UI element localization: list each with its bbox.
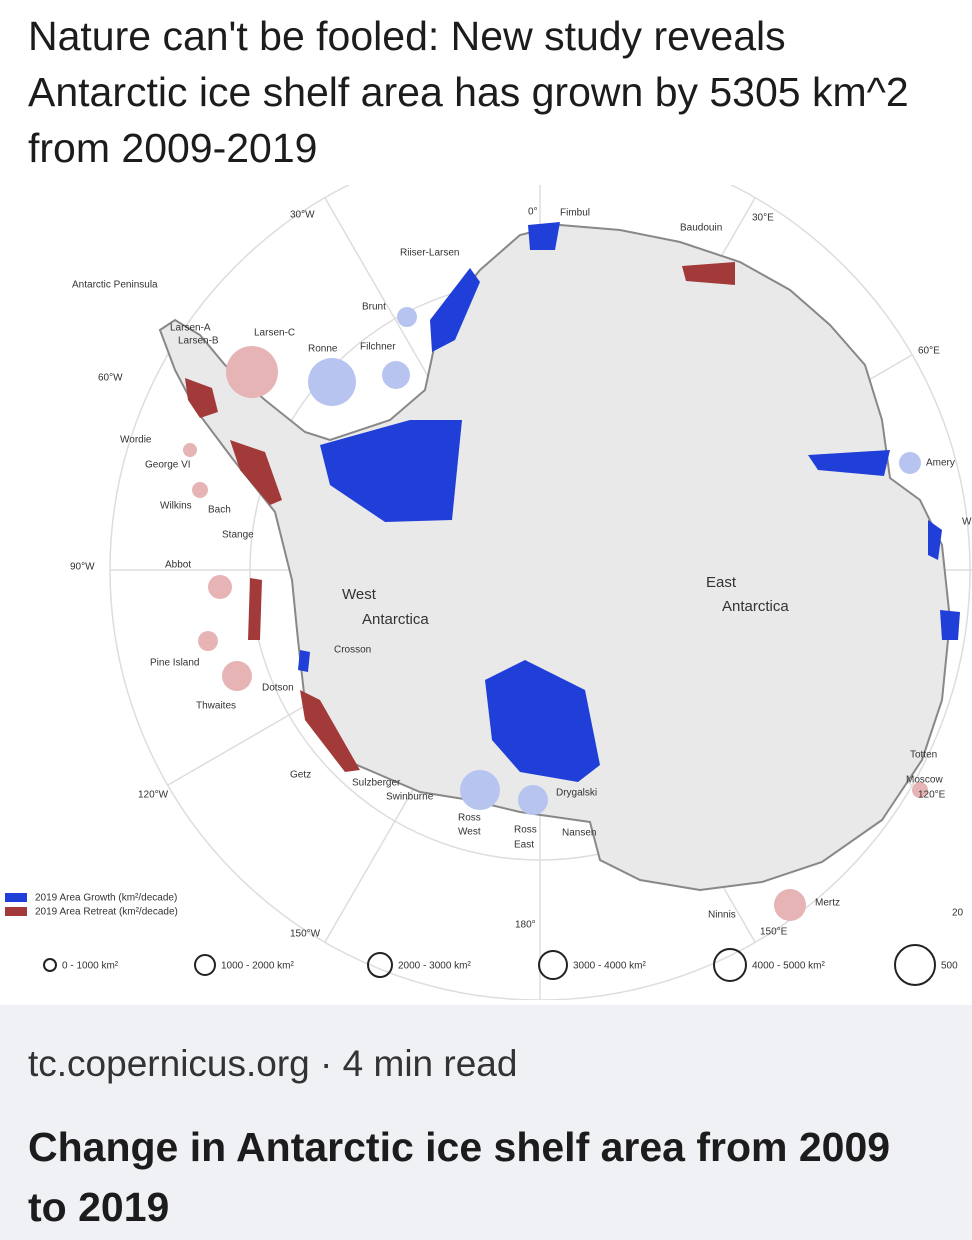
retreat-areas [185, 262, 735, 772]
map-label: Dotson [262, 683, 294, 694]
map-label: Antarctic Peninsula [72, 280, 158, 291]
map-label: 0° [528, 207, 538, 218]
map-label: Antarctica [722, 598, 789, 615]
legend-retreat: 2019 Area Retreat (km²/decade) [35, 907, 178, 918]
size-legend-label: 0 - 1000 km² [62, 961, 119, 972]
map-label: 20 [952, 908, 964, 919]
map-label: Wilkins [160, 501, 192, 512]
size-legend-circle [194, 954, 216, 976]
size-legend-label: 2000 - 3000 km² [398, 961, 471, 972]
map-label: Bach [208, 505, 231, 516]
map-label: George VI [145, 460, 191, 471]
map-label: Thwaites [196, 701, 236, 712]
map-label: 180° [515, 920, 536, 931]
map-label: West [458, 827, 481, 838]
map-label: Stange [222, 530, 254, 541]
size-legend-circle [538, 950, 568, 980]
map-label: Ronne [308, 344, 338, 355]
map-label: East [706, 574, 737, 591]
map-label: 30°E [752, 213, 774, 224]
map-label: Crosson [334, 645, 371, 656]
preview-meta: tc.copernicus.org · 4 min read [28, 1043, 517, 1085]
growth-areas [298, 222, 960, 782]
map-label: Fimbul [560, 208, 590, 219]
size-legend-circle [713, 948, 747, 982]
post-text: Nature can't be fooled: New study reveal… [28, 13, 909, 171]
map-label: 150°E [760, 927, 788, 938]
map-label: Totten [910, 750, 937, 761]
size-legend-circle [894, 944, 936, 986]
legend-growth-swatch [5, 893, 27, 902]
size-bubbles [183, 307, 928, 921]
size-legend-circle [43, 958, 57, 972]
size-legend-label: 500 [941, 961, 958, 972]
map-label: Wordie [120, 435, 152, 446]
preview-title: Change in Antarctic ice shelf area from … [28, 1124, 891, 1230]
size-legend-label: 4000 - 5000 km² [752, 961, 825, 972]
legend-growth: 2019 Area Growth (km²/decade) [35, 893, 177, 904]
map-label: Larsen-A [170, 323, 211, 334]
map-label: Antarctica [362, 611, 429, 628]
map-label: Brunt [362, 302, 386, 313]
map-label: Pine Island [150, 658, 199, 669]
read-time: 4 min read [342, 1043, 518, 1084]
map-label: Larsen-B [178, 336, 219, 347]
size-legend-label: 3000 - 4000 km² [573, 961, 646, 972]
map-label: Filchner [360, 342, 396, 353]
map-label: Sulzberger [352, 778, 401, 789]
map-label: Swinburne [386, 792, 434, 803]
legend-retreat-swatch [5, 907, 27, 916]
link-preview[interactable]: tc.copernicus.org · 4 min read Change in… [0, 1005, 972, 1240]
map-label: Mertz [815, 898, 840, 909]
map-label: 120°W [138, 790, 169, 801]
map-label: Baudouin [680, 223, 722, 234]
map-label: W [962, 517, 972, 528]
map-label: Ross [458, 813, 481, 824]
map-label: Getz [290, 770, 311, 781]
map-label: Larsen-C [254, 328, 295, 339]
map-label: 90°W [70, 562, 95, 573]
map-label: 60°W [98, 373, 123, 384]
map-label: Moscow [906, 775, 943, 786]
map-label: Ninnis [708, 910, 736, 921]
map-label: West [342, 586, 377, 603]
continent [158, 223, 952, 892]
size-legend-circle [367, 952, 393, 978]
map-label: 150°W [290, 929, 321, 940]
map-label: Amery [926, 458, 955, 469]
size-legend-label: 1000 - 2000 km² [221, 961, 294, 972]
source: tc.copernicus.org [28, 1043, 310, 1084]
map-label: Ross [514, 825, 537, 836]
map-label: Nansen [562, 828, 596, 839]
map-label: 60°E [918, 346, 940, 357]
map-label: 30°W [290, 210, 315, 221]
map-label: Drygalski [556, 788, 597, 799]
separator: · [320, 1043, 333, 1084]
map-label: Abbot [165, 560, 191, 571]
map-label: Riiser-Larsen [400, 248, 459, 259]
map-label: 120°E [918, 790, 946, 801]
map-label: East [514, 840, 534, 851]
map: 2019 Area Growth (km²/decade) 2019 Area … [5, 185, 972, 1000]
